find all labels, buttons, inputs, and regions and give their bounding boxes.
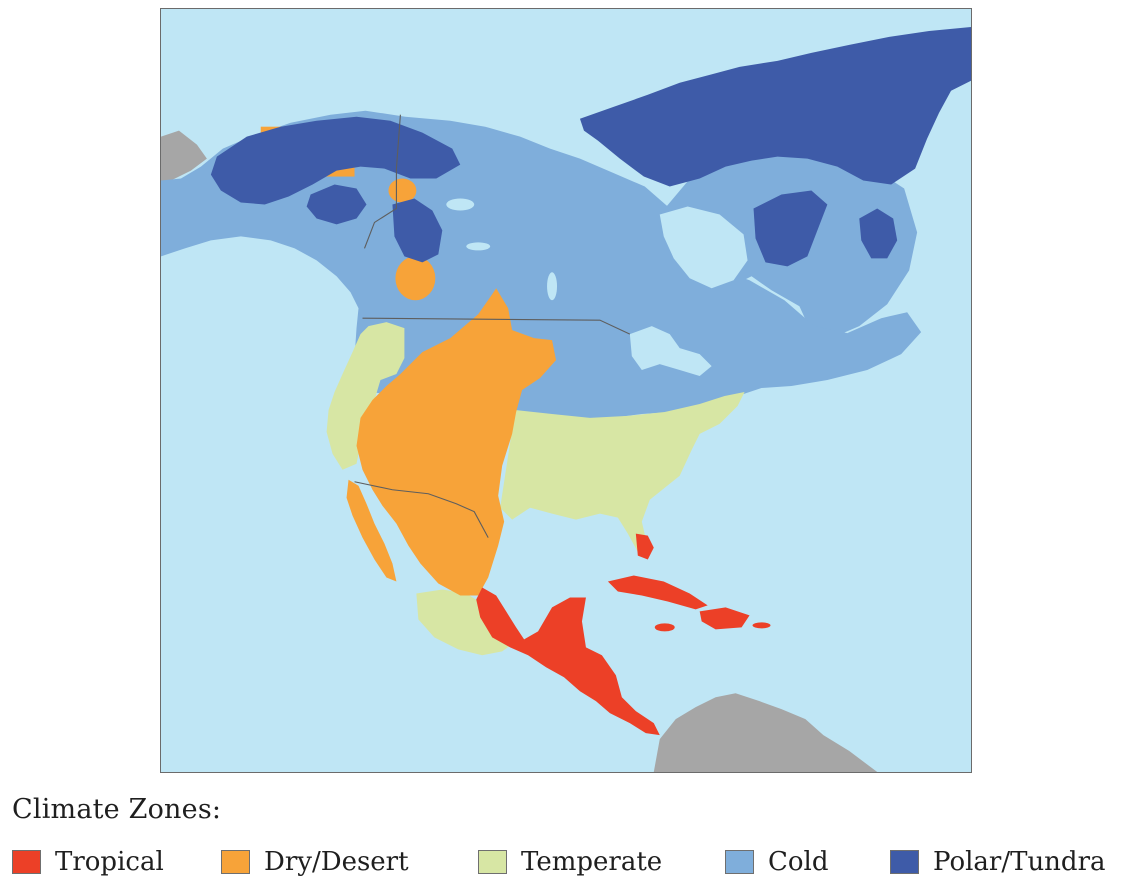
legend-label-cold: Cold (768, 847, 829, 877)
region-temperate-west (326, 322, 405, 470)
climate-map (160, 8, 972, 773)
landmass-south-america (653, 693, 878, 772)
legend-label-temperate: Temperate (521, 847, 663, 877)
legend-item-dry-desert: Dry/Desert (221, 845, 409, 879)
legend-swatch-tropical (12, 850, 41, 874)
region-polar-labrador (859, 208, 898, 259)
region-polar-rockies (392, 198, 443, 263)
region-polar-baffin (753, 190, 828, 267)
lake-great-bear (446, 198, 475, 211)
region-tropical-cuba (607, 575, 708, 610)
region-dry-west (356, 288, 557, 596)
lake-great-slave (466, 242, 491, 251)
legend-item-temperate: Temperate (478, 845, 662, 879)
legend-swatch-cold (725, 850, 754, 874)
legend-title: Climate Zones: (12, 794, 222, 825)
lake-great-lakes (629, 326, 712, 377)
legend-item-polar-tundra: Polar/Tundra (890, 845, 1106, 879)
legend-item-cold: Cold (725, 845, 829, 879)
legend-swatch-polar-tundra (890, 850, 919, 874)
region-tropical-florida (635, 533, 654, 560)
region-dry-alaska-a (388, 178, 417, 203)
lake-winnipeg (547, 272, 558, 301)
legend-label-polar-tundra: Polar/Tundra (933, 847, 1106, 877)
region-temperate-mexico (416, 589, 517, 656)
region-tropical-hispaniola (699, 607, 750, 630)
legend-label-tropical: Tropical (55, 847, 164, 877)
border-alaska-canada (363, 114, 401, 249)
region-polar-alaska-north (210, 116, 461, 205)
legend-swatch-dry-desert (221, 850, 250, 874)
region-tropical-jamaica (654, 623, 675, 632)
region-dry-baja (346, 479, 397, 582)
legend-item-tropical: Tropical (12, 845, 164, 879)
region-polar-arctic-islands (579, 26, 971, 187)
region-polar-gulf-alaska (306, 184, 367, 225)
lake-hudson-bay (659, 206, 748, 289)
legend-label-dry-desert: Dry/Desert (264, 847, 409, 877)
border-us-mexico (354, 481, 489, 538)
region-dry-alaska-b (395, 256, 436, 301)
landmass-russia (161, 130, 207, 187)
region-tropical-puerto-rico (752, 622, 771, 629)
region-temperate-east (500, 391, 745, 556)
legend-swatch-temperate (478, 850, 507, 874)
region-tropical-central (476, 587, 660, 736)
map-svg (161, 9, 971, 772)
border-us-canada (362, 317, 631, 335)
